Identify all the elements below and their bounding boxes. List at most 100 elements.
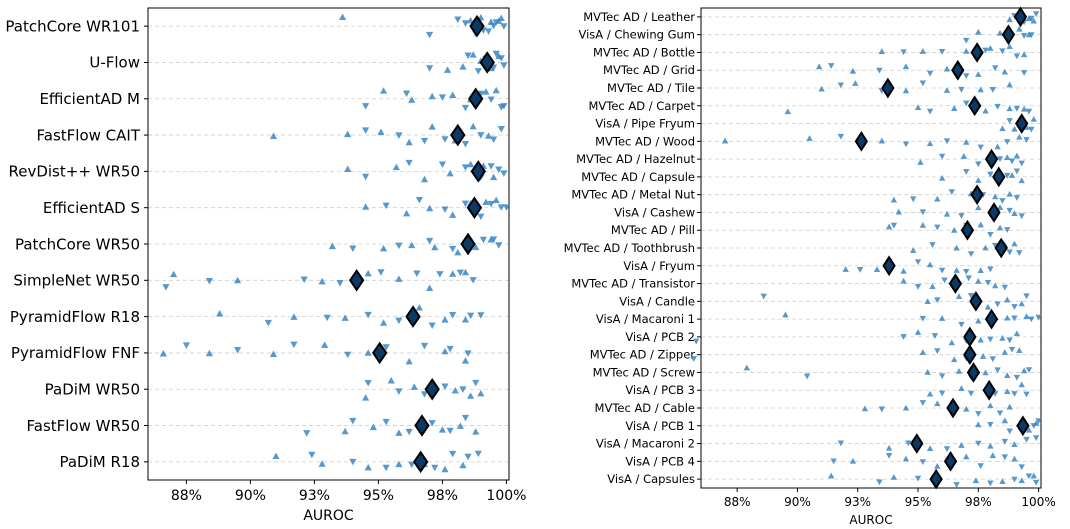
mean-marker (943, 450, 958, 472)
data-point-up (1030, 116, 1037, 122)
data-point-up (924, 369, 931, 375)
data-point-up (420, 175, 429, 183)
data-point-up (955, 293, 963, 299)
data-point-down (1001, 438, 1009, 445)
data-point-up (364, 463, 372, 471)
data-point-down (426, 31, 434, 39)
data-point-down (395, 132, 403, 139)
x-tick-label: 95% (363, 488, 394, 504)
data-point-down (914, 284, 922, 290)
data-point-down (1030, 423, 1037, 429)
category-label: PatchCore WR50 (15, 235, 140, 253)
data-point-up (1004, 314, 1011, 321)
category-label: EfficientAD M (39, 90, 140, 108)
data-point-up (379, 87, 388, 94)
mean-marker (468, 87, 484, 111)
data-point-down (837, 133, 845, 140)
data-point-up (1011, 125, 1018, 132)
data-point-up (1030, 17, 1037, 24)
data-point-down (1013, 374, 1021, 381)
category-label: FastFlow CAIT (37, 126, 141, 144)
x-tick-label: 100% (1021, 495, 1055, 509)
data-point-up (849, 457, 857, 464)
x-tick-label: 98% (427, 488, 458, 504)
category-label: MVTec AD / Toothbrush (564, 241, 695, 255)
data-point-down (987, 266, 994, 273)
data-point-up (991, 193, 999, 200)
mean-marker (405, 305, 421, 328)
mean-marker (469, 14, 485, 38)
data-point-up (950, 356, 958, 363)
data-point-up (408, 96, 416, 103)
data-point-up (441, 465, 449, 473)
data-point-up (321, 341, 329, 348)
data-point-down (938, 153, 946, 160)
data-point-up (743, 364, 751, 371)
data-point-up (953, 267, 960, 273)
mean-marker (948, 273, 963, 294)
data-point-down (1013, 53, 1021, 60)
data-point-up (1004, 372, 1011, 379)
mean-marker (946, 397, 960, 419)
data-point-up (963, 47, 970, 54)
data-point-down (1006, 118, 1013, 124)
data-point-up (441, 347, 449, 355)
data-point-up (943, 210, 951, 217)
data-point-down (1006, 428, 1013, 435)
data-point-down (474, 450, 482, 458)
data-point-up (1018, 300, 1025, 307)
data-point-down (837, 440, 845, 447)
data-point-down (828, 63, 835, 69)
data-point-up (987, 45, 994, 51)
data-point-up (459, 63, 467, 70)
data-point-down (492, 50, 500, 58)
data-point-up (943, 65, 951, 72)
mean-marker (881, 77, 895, 99)
data-point-up (1020, 367, 1028, 374)
data-point-up (914, 104, 922, 111)
data-point-down (1016, 250, 1023, 256)
data-point-down (1028, 316, 1035, 323)
data-point-down (469, 277, 477, 284)
data-point-down (395, 388, 403, 395)
data-point-down (987, 480, 994, 487)
data-point-down (500, 170, 508, 177)
data-point-down (428, 420, 436, 427)
data-point-down (362, 103, 370, 110)
data-point-down (914, 475, 922, 482)
mean-marker (994, 237, 1008, 259)
data-point-up (469, 51, 477, 58)
data-point-up (977, 221, 984, 228)
data-point-up (885, 444, 893, 451)
data-point-down (1023, 436, 1030, 443)
data-point-up (1030, 472, 1037, 479)
data-point-down (490, 136, 498, 143)
data-point-up (1011, 455, 1018, 462)
data-point-up (721, 137, 729, 144)
x-axis-label: AUROC (303, 508, 354, 524)
data-point-down (477, 90, 485, 98)
mean-marker (960, 219, 975, 241)
data-point-down (420, 137, 429, 145)
data-point-down (1032, 479, 1040, 486)
data-point-up (885, 223, 893, 230)
category-label: MVTec AD / Cable (595, 401, 695, 415)
data-point-down (461, 104, 470, 112)
data-point-up (963, 138, 970, 145)
data-point-up (919, 349, 927, 355)
data-point-down (919, 209, 927, 216)
data-point-up (466, 160, 475, 168)
data-point-up (341, 314, 349, 321)
data-point-down (963, 73, 970, 79)
data-point-up (364, 349, 372, 356)
mean-marker (970, 184, 984, 206)
mean-marker (414, 414, 430, 437)
data-point-down (803, 373, 811, 380)
data-point-up (1006, 16, 1013, 23)
data-point-down (885, 453, 893, 459)
data-point-up (466, 392, 475, 399)
data-point-up (982, 369, 989, 376)
data-point-up (318, 277, 326, 285)
data-point-down (349, 245, 357, 253)
data-point-up (1020, 105, 1028, 112)
